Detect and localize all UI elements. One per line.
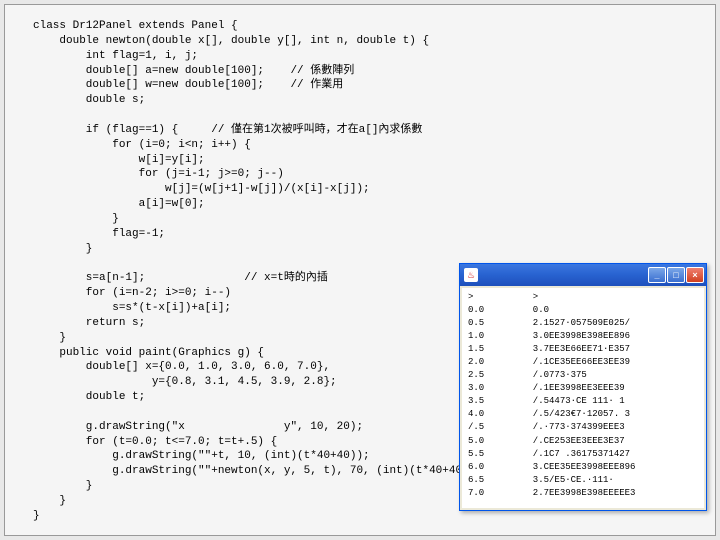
code-block: class Dr12Panel extends Panel { double n… [33,19,482,524]
titlebar-buttons: _ □ × [648,267,704,283]
slide-canvas: class Dr12Panel extends Panel { double n… [4,4,716,536]
applet-window: ♨ _ □ × > > 0.0 0.0 0.5 2.1527·057509E02… [459,263,707,511]
applet-output: > > 0.0 0.0 0.5 2.1527·057509E025/ 1.0 3… [462,288,704,508]
window-titlebar[interactable]: ♨ _ □ × [460,264,706,286]
minimize-button[interactable]: _ [648,267,666,283]
close-button[interactable]: × [686,267,704,283]
maximize-button[interactable]: □ [667,267,685,283]
applet-icon: ♨ [464,268,478,282]
